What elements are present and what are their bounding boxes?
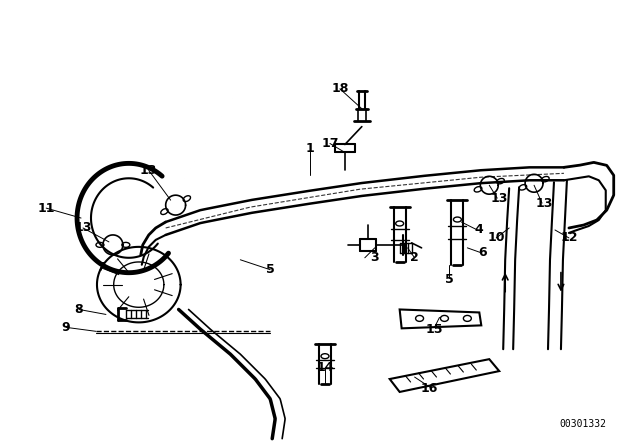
Text: 13: 13 bbox=[535, 197, 553, 210]
Text: 18: 18 bbox=[332, 82, 349, 95]
Text: 5: 5 bbox=[445, 273, 454, 286]
Text: 8: 8 bbox=[75, 303, 83, 316]
Text: 12: 12 bbox=[560, 232, 578, 245]
Text: 1: 1 bbox=[306, 142, 314, 155]
Text: 17: 17 bbox=[321, 137, 339, 150]
Text: 10: 10 bbox=[488, 232, 505, 245]
Text: 6: 6 bbox=[478, 246, 486, 259]
Text: 13: 13 bbox=[74, 221, 92, 234]
Text: 13: 13 bbox=[140, 164, 157, 177]
Text: 14: 14 bbox=[316, 361, 333, 374]
Text: 5: 5 bbox=[266, 263, 275, 276]
Text: 2: 2 bbox=[410, 251, 419, 264]
Text: 15: 15 bbox=[426, 323, 444, 336]
Text: 7: 7 bbox=[97, 261, 106, 274]
Text: 11: 11 bbox=[38, 202, 55, 215]
Text: 9: 9 bbox=[62, 321, 70, 334]
Text: 00301332: 00301332 bbox=[560, 419, 607, 429]
Text: 4: 4 bbox=[475, 224, 484, 237]
Text: 16: 16 bbox=[421, 383, 438, 396]
Text: 13: 13 bbox=[490, 192, 508, 205]
Text: 3: 3 bbox=[371, 251, 379, 264]
